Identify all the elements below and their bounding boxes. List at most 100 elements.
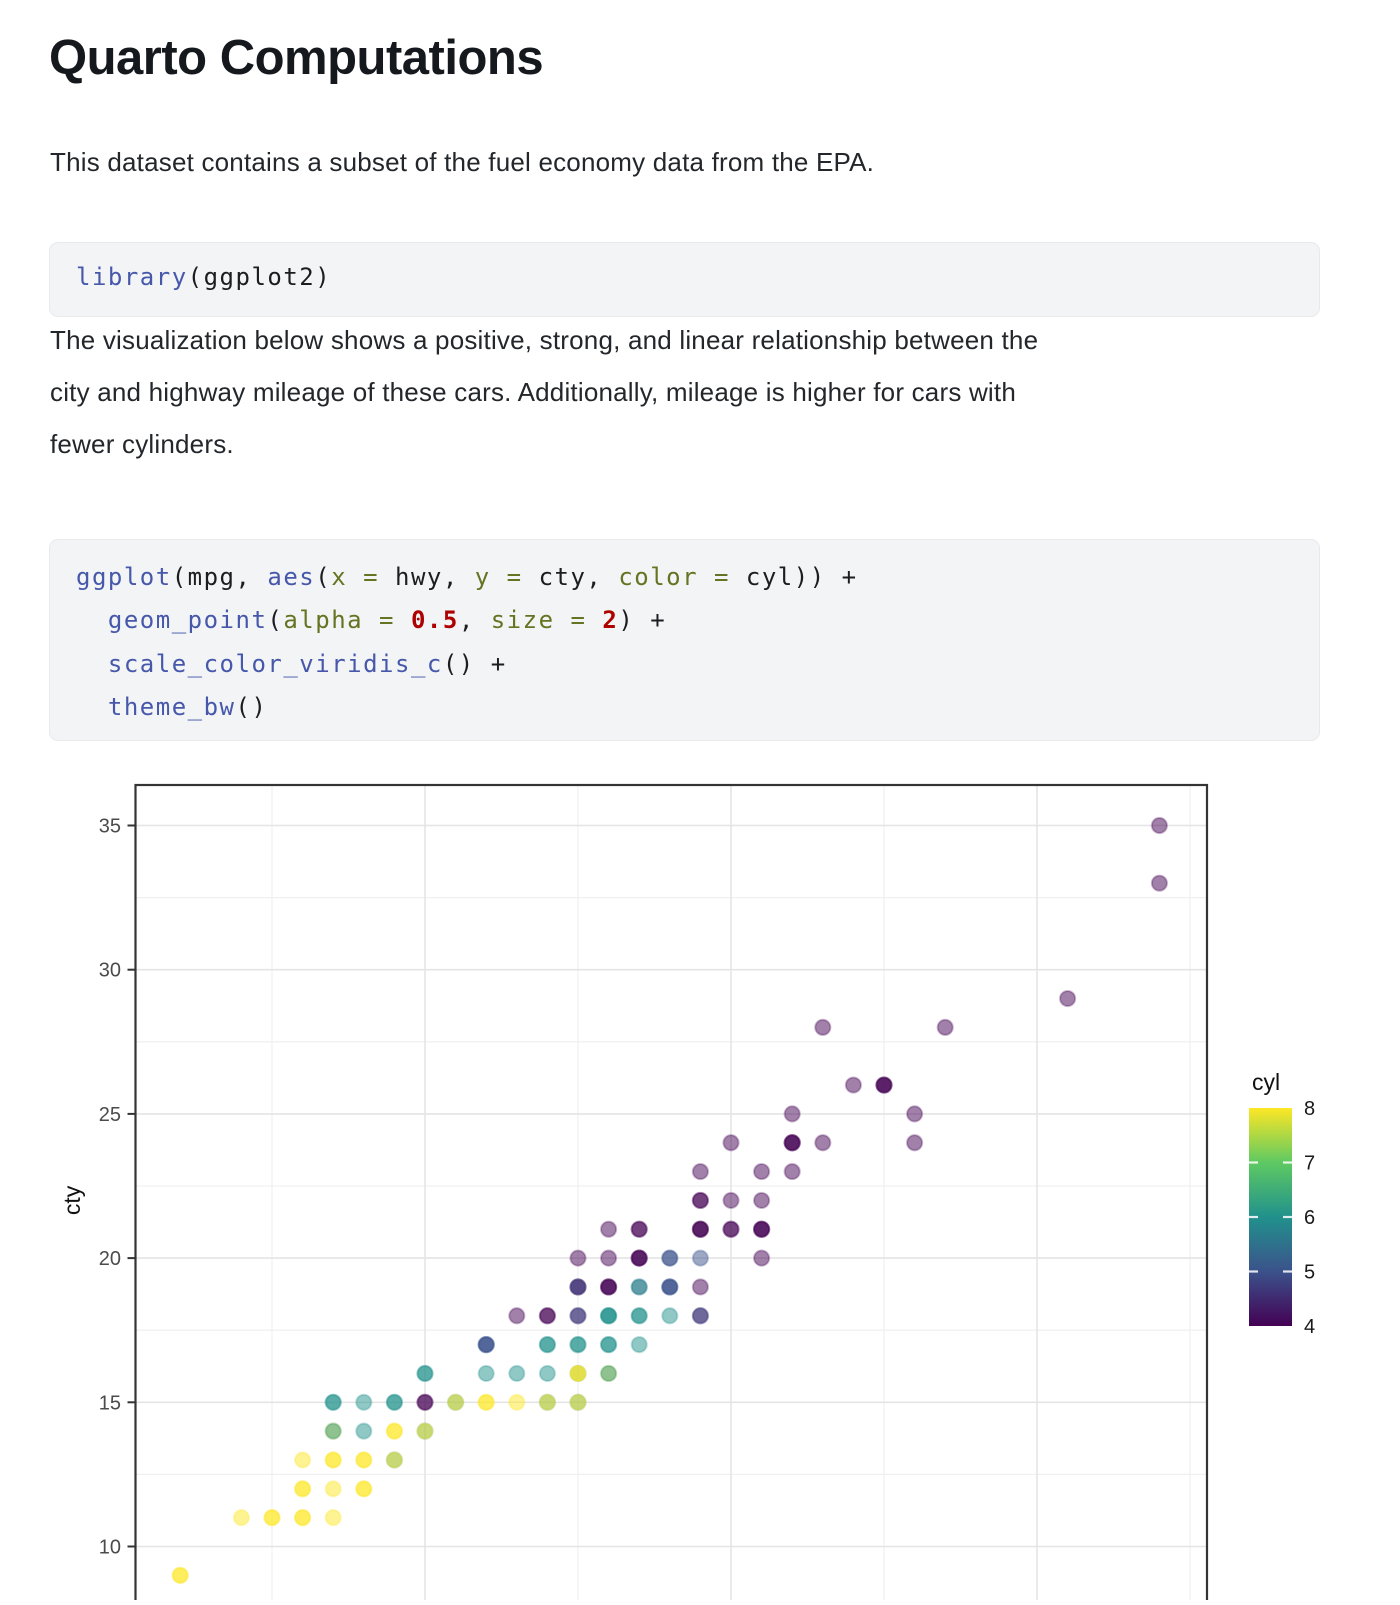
data-point xyxy=(294,1509,312,1527)
page-title: Quarto Computations xyxy=(49,31,544,85)
data-point xyxy=(538,1336,557,1354)
data-point xyxy=(569,1249,587,1267)
paragraph-line: city and highway mileage of these cars. … xyxy=(50,377,1016,407)
data-point xyxy=(691,1307,710,1325)
scatter-figure: 35 30 25 20 15 10 cty cyl 8 7 6 5 4 xyxy=(0,750,1400,1605)
data-point xyxy=(783,1134,801,1152)
data-point xyxy=(691,1220,710,1238)
y-axis-title: cty xyxy=(59,1185,85,1215)
data-point xyxy=(600,1220,618,1238)
data-point xyxy=(691,1249,710,1267)
data-point xyxy=(661,1307,679,1325)
data-point xyxy=(508,1307,526,1325)
data-point xyxy=(936,1018,954,1036)
data-point xyxy=(722,1191,740,1210)
plot-panel xyxy=(135,785,1207,1600)
data-point xyxy=(569,1307,587,1325)
data-point xyxy=(600,1278,618,1296)
data-point xyxy=(385,1451,403,1469)
data-point xyxy=(324,1393,342,1411)
data-point xyxy=(600,1307,618,1325)
data-point xyxy=(416,1422,434,1440)
data-point xyxy=(294,1451,312,1469)
y-tick-label: 10 xyxy=(99,1537,121,1559)
data-point xyxy=(783,1162,801,1181)
data-point xyxy=(661,1278,679,1296)
legend-title: cyl xyxy=(1252,1069,1280,1095)
data-point xyxy=(508,1364,526,1383)
data-point xyxy=(447,1393,465,1411)
data-point xyxy=(600,1336,618,1354)
code-block-library: library(ggplot2) xyxy=(49,242,1320,317)
y-tick-label: 35 xyxy=(99,816,121,838)
data-point xyxy=(355,1451,373,1469)
data-point xyxy=(630,1249,648,1267)
data-point xyxy=(477,1364,495,1383)
data-point xyxy=(569,1393,587,1411)
code-line: scale_color_viridis_c() + xyxy=(107,649,507,678)
data-point xyxy=(324,1509,342,1527)
data-point xyxy=(1150,874,1169,892)
code-line: theme_bw() xyxy=(107,693,268,722)
data-point xyxy=(600,1249,618,1267)
code-block-ggplot: ggplot(mpg, aes(x = hwy, y = cty, color … xyxy=(49,539,1320,741)
intro-paragraph: This dataset contains a subset of the fu… xyxy=(50,147,875,177)
data-point xyxy=(538,1364,557,1383)
data-point xyxy=(324,1451,342,1469)
data-point xyxy=(569,1364,587,1383)
data-point xyxy=(783,1105,801,1123)
y-tick-label: 15 xyxy=(99,1392,121,1414)
data-point xyxy=(630,1220,648,1238)
legend-tick-label: 8 xyxy=(1304,1098,1315,1120)
data-point xyxy=(355,1480,373,1498)
data-point xyxy=(263,1509,281,1527)
data-point xyxy=(538,1393,557,1411)
data-point xyxy=(385,1393,403,1411)
paragraph-line: The visualization below shows a positive… xyxy=(50,325,1039,355)
data-point xyxy=(1150,816,1169,835)
data-point xyxy=(753,1249,771,1267)
data-point xyxy=(355,1393,373,1411)
scatter-plot-svg: 35 30 25 20 15 10 cty cyl 8 7 6 5 4 xyxy=(59,783,1315,1605)
data-point xyxy=(630,1336,648,1354)
data-point xyxy=(171,1566,189,1584)
data-point xyxy=(232,1509,250,1527)
data-point xyxy=(569,1336,587,1354)
data-point xyxy=(875,1076,893,1094)
legend-tick-label: 5 xyxy=(1304,1262,1315,1284)
data-point xyxy=(294,1480,312,1498)
data-point xyxy=(691,1278,710,1296)
code-line: library(ggplot2) xyxy=(76,263,332,291)
data-point xyxy=(722,1134,740,1152)
data-point xyxy=(508,1393,526,1411)
y-tick-label: 25 xyxy=(99,1104,121,1126)
data-point xyxy=(416,1393,434,1411)
data-point xyxy=(630,1278,648,1296)
data-point xyxy=(814,1018,832,1036)
data-point xyxy=(906,1105,924,1123)
data-point xyxy=(477,1336,495,1354)
data-point xyxy=(906,1134,924,1152)
data-point xyxy=(753,1220,771,1238)
data-point xyxy=(814,1134,832,1152)
data-point xyxy=(569,1278,587,1296)
data-point xyxy=(1059,989,1077,1008)
data-point xyxy=(385,1422,403,1440)
data-point xyxy=(691,1191,710,1210)
data-point xyxy=(630,1307,648,1325)
data-point xyxy=(722,1220,740,1238)
data-point xyxy=(753,1162,771,1181)
data-point xyxy=(324,1422,342,1440)
paragraph-line: fewer cylinders. xyxy=(50,429,234,459)
body-paragraph: The visualization below shows a positive… xyxy=(50,314,1038,470)
data-point xyxy=(600,1364,618,1383)
y-tick-label: 20 xyxy=(99,1248,121,1270)
data-point xyxy=(844,1076,863,1094)
code-line: ggplot(mpg, aes(x = hwy, y = cty, color … xyxy=(76,563,858,591)
data-point xyxy=(661,1249,679,1267)
data-point xyxy=(355,1422,373,1440)
data-point xyxy=(753,1191,771,1210)
data-point xyxy=(691,1162,710,1181)
code-line: geom_point(alpha = 0.5, size = 2) + xyxy=(107,606,667,635)
panel-border xyxy=(134,783,1209,1605)
